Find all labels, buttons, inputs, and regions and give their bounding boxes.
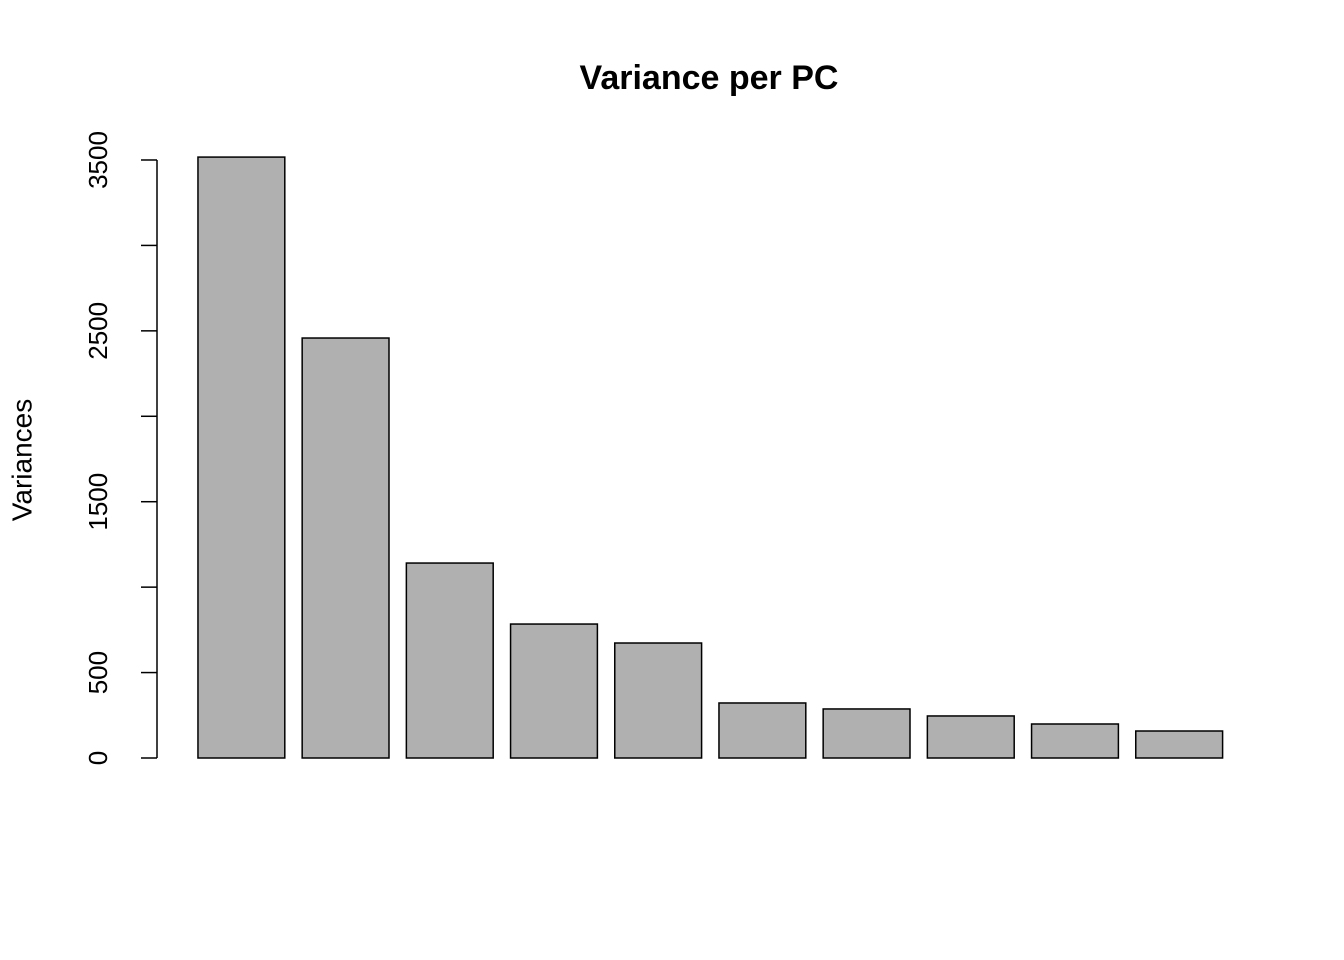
y-tick-label: 2500 [83,302,113,360]
bar [718,702,807,759]
bar [1135,730,1224,759]
bar [197,156,286,759]
bar [926,715,1015,759]
chart-title: Variance per PC [580,59,839,97]
y-tick-label: 3500 [83,131,113,189]
bar [301,337,390,759]
bar [614,642,703,759]
y-tick-label: 500 [83,651,113,694]
y-tick-label: 1500 [83,473,113,531]
bar [822,708,911,759]
bar [509,623,599,759]
y-axis-label: Variances [6,399,37,521]
bar [1030,723,1120,759]
y-tick-label: 0 [83,751,113,765]
bar [405,562,494,759]
